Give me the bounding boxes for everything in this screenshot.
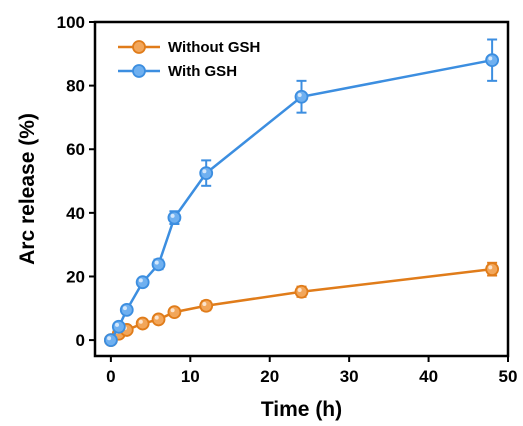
legend-marker: [132, 40, 146, 54]
legend-marker: [132, 64, 146, 78]
data-point-highlight: [297, 287, 302, 292]
data-point: [151, 312, 166, 327]
data-point: [199, 298, 214, 313]
data-point-highlight: [170, 308, 175, 313]
data-point-highlight: [154, 315, 159, 320]
x-axis-title: Time (h): [261, 398, 342, 421]
x-tick-label: 0: [106, 367, 115, 386]
data-point-highlight: [115, 322, 120, 327]
data-point: [485, 262, 500, 277]
x-tick-label: 30: [340, 367, 359, 386]
data-point-highlight: [107, 336, 112, 341]
data-point-highlight: [154, 260, 159, 265]
data-point: [135, 275, 150, 290]
data-point: [485, 53, 500, 68]
data-point-highlight: [488, 56, 493, 61]
data-point-highlight: [297, 92, 302, 97]
data-point: [199, 166, 214, 180]
data-point: [167, 305, 182, 320]
data-point-highlight: [138, 278, 143, 283]
plot-frame: [93, 20, 510, 358]
data-point: [103, 333, 118, 347]
data-point-highlight: [138, 319, 143, 324]
series-0: [103, 261, 500, 347]
y-tick-label: 100: [57, 13, 85, 32]
data-point-highlight: [202, 301, 207, 306]
data-point: [135, 316, 150, 331]
x-tick-label: 10: [181, 367, 200, 386]
y-tick-label: 20: [66, 267, 85, 286]
data-point: [119, 302, 134, 317]
series-1: [103, 38, 500, 347]
data-point-highlight: [488, 265, 493, 270]
x-tick-label: 50: [499, 367, 518, 386]
x-tick-label: 40: [419, 367, 438, 386]
data-point: [151, 257, 166, 272]
series-line: [110, 267, 493, 342]
y-tick-label: 40: [66, 204, 85, 223]
data-point-highlight: [170, 213, 175, 218]
legend-label: With GSH: [168, 63, 237, 80]
y-tick-label: 60: [66, 140, 85, 159]
data-point: [167, 210, 182, 225]
y-axis-title: Arc release (%): [16, 113, 39, 265]
y-tick-label: 0: [76, 331, 85, 350]
legend-label: Without GSH: [168, 39, 260, 56]
data-point: [111, 319, 126, 334]
y-tick-label: 80: [66, 77, 85, 96]
data-point-highlight: [202, 169, 207, 174]
data-point-highlight: [122, 306, 127, 311]
data-point: [294, 284, 309, 299]
x-tick-label: 20: [260, 367, 279, 386]
data-point: [294, 89, 309, 104]
